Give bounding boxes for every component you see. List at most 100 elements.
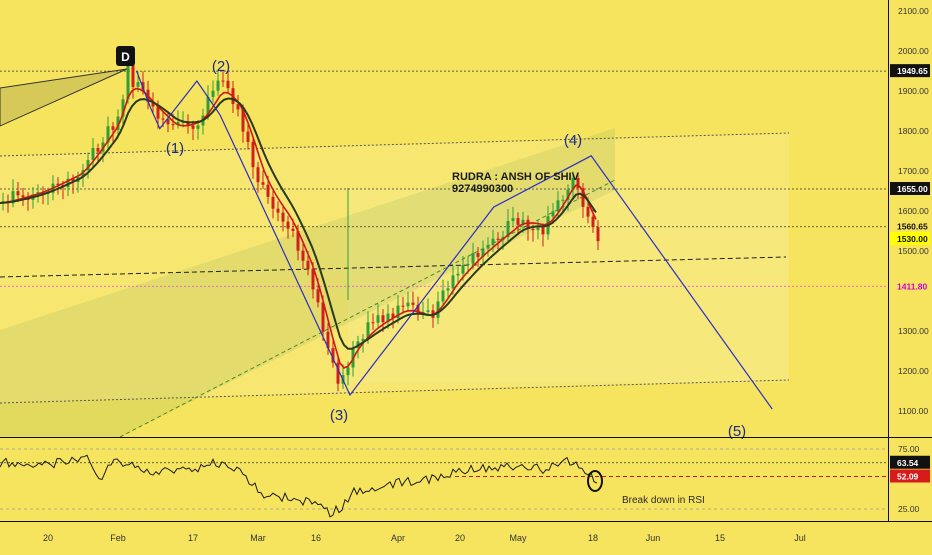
candle-body xyxy=(196,125,200,129)
candle-body xyxy=(471,253,475,264)
candle-body xyxy=(251,141,255,168)
candle-body xyxy=(141,82,145,90)
candle-body xyxy=(486,245,490,249)
candle-body xyxy=(451,275,455,289)
rsi-tick-label: 75.00 xyxy=(898,444,920,454)
time-tick-label: 15 xyxy=(715,533,725,543)
price-tick-label: 1900.00 xyxy=(898,86,929,96)
wave-label-4: (4) xyxy=(564,132,582,149)
time-tick-label: Jul xyxy=(794,533,806,543)
candle-body xyxy=(91,148,95,161)
time-tick-label: 18 xyxy=(588,533,598,543)
fan-lines xyxy=(0,68,128,127)
time-tick-label: Jun xyxy=(646,533,661,543)
price-label: 1530.00 xyxy=(897,234,928,244)
trend-dashed-line xyxy=(0,256,787,278)
candle-body xyxy=(166,119,170,125)
moving-average-slow xyxy=(0,97,597,350)
candle-body xyxy=(131,64,135,87)
moving-averages xyxy=(0,87,597,369)
candle-body xyxy=(346,367,350,376)
candle-body xyxy=(221,80,225,82)
candle-body xyxy=(266,184,270,197)
candle-body xyxy=(481,248,485,257)
candle-body xyxy=(136,82,140,87)
price-tick-label: 1800.00 xyxy=(898,126,929,136)
price-label: 1655.00 xyxy=(897,184,928,194)
price-label-badge xyxy=(890,219,930,233)
wave-label-2: (2) xyxy=(212,58,230,75)
candle-body xyxy=(21,195,25,198)
candle-body xyxy=(321,302,325,332)
rsi-line xyxy=(0,454,598,518)
candle-body xyxy=(541,227,545,235)
candle-body xyxy=(581,188,585,207)
rsi-label: 52.09 xyxy=(897,471,919,481)
candle-body xyxy=(576,178,580,189)
candle-body xyxy=(171,124,175,126)
candle-body xyxy=(516,218,520,225)
time-tick-label: 16 xyxy=(311,533,321,543)
candle-body xyxy=(296,230,300,251)
rsi-breakdown-circle xyxy=(587,470,603,492)
price-tick-label: 1200.00 xyxy=(898,366,929,376)
candle-body xyxy=(286,221,290,229)
time-tick-label: 20 xyxy=(455,533,465,543)
candle-body xyxy=(371,322,375,324)
candle-body xyxy=(461,265,465,274)
candle-body xyxy=(436,301,440,318)
candles xyxy=(1,52,600,392)
wave-labels: D (1) (2) (3) (4) (5) xyxy=(116,46,746,440)
candle-body xyxy=(241,109,245,132)
candle-body xyxy=(561,199,565,201)
candle-body xyxy=(191,125,195,129)
candle-body xyxy=(86,160,90,171)
candle-body xyxy=(66,178,70,188)
candle-body xyxy=(236,104,240,110)
candle-body xyxy=(291,228,295,231)
candle-body xyxy=(336,362,340,384)
candle-body xyxy=(551,211,555,217)
candle-body xyxy=(256,167,260,183)
moving-average-fast xyxy=(0,87,597,369)
candle-body xyxy=(11,191,15,204)
candle-body xyxy=(411,302,415,305)
price-tick-label: 2000.00 xyxy=(898,46,929,56)
rsi-annotation: Break down in RSI xyxy=(622,495,705,506)
candle-body xyxy=(521,219,525,225)
candle-body xyxy=(401,305,405,307)
candle-body xyxy=(81,170,85,178)
candle-body xyxy=(106,126,110,143)
rsi-pane xyxy=(0,437,932,522)
candle-body xyxy=(326,331,330,349)
candle-body xyxy=(381,315,385,323)
candle-body xyxy=(391,313,395,319)
candle-body xyxy=(96,148,100,152)
candle-body xyxy=(396,305,400,319)
annotation-line-2: 9274990300 xyxy=(452,183,513,195)
price-axis: 2100.00 2000.00 1900.00 1800.00 1700.00 1600.… xyxy=(890,6,930,514)
rectangle-zone xyxy=(348,188,788,383)
candle-body xyxy=(566,189,570,200)
price-tick-label: 1100.00 xyxy=(898,406,928,416)
rsi-label-badge xyxy=(890,469,930,483)
candle-body xyxy=(216,80,220,91)
candle-body xyxy=(16,191,20,196)
candle-body xyxy=(311,269,315,290)
candle-body xyxy=(116,116,120,130)
wave-label-3: (3) xyxy=(330,407,348,424)
candle-body xyxy=(306,260,310,270)
time-tick-label: Apr xyxy=(391,533,405,543)
wave-label-d: D xyxy=(121,50,130,64)
candle-body xyxy=(246,131,250,142)
price-tick-label: 1700.00 xyxy=(898,166,929,176)
time-tick-label: Mar xyxy=(250,533,266,543)
candle-body xyxy=(526,219,530,230)
candle-body xyxy=(121,99,125,117)
candle-body xyxy=(376,315,380,323)
candle-body xyxy=(301,250,305,261)
wave-label-d-badge xyxy=(116,46,135,66)
candle-body xyxy=(571,178,575,190)
